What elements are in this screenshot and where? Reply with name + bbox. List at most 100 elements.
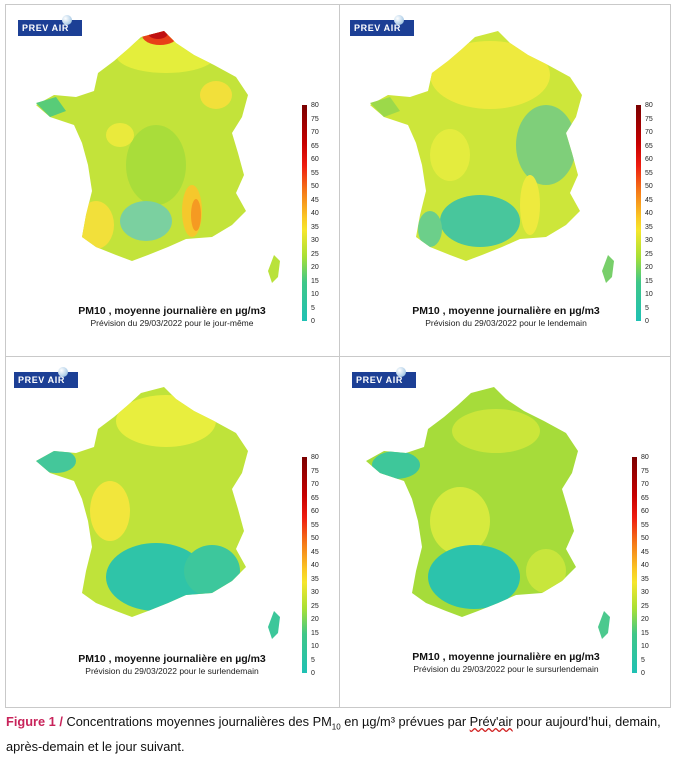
scale-tick-label: 60 <box>645 156 653 163</box>
scale-tick-label: 80 <box>311 454 319 461</box>
scale-tick-label: 5 <box>641 656 645 664</box>
france-map <box>36 31 280 283</box>
scale-tick-label: 15 <box>311 629 319 637</box>
panel-subtitle: Prévision du 29/03/2022 pour le sursurle… <box>413 664 599 674</box>
scale-tick-label: 0 <box>311 670 315 677</box>
scale-tick-label: 25 <box>311 602 319 610</box>
scale-tick-label: 10 <box>641 643 649 650</box>
scale-tick-label: 50 <box>641 535 649 542</box>
scale-tick-label: 45 <box>311 548 319 556</box>
panel-sursurlendemain: PREV AIR 80 75 70 65 60 55 50 45 40 35 30 25 20 15 10 5… <box>340 357 672 707</box>
scale-tick-label: 0 <box>641 670 645 677</box>
scale-tick-label: 20 <box>645 264 653 271</box>
caption-text-before: Concentrations moyennes journalières des… <box>62 714 332 729</box>
scale-tick-label: 75 <box>311 115 319 123</box>
scale-tick-label: 5 <box>311 304 315 312</box>
scale-tick-label: 55 <box>641 521 649 529</box>
panel-subtitle: Prévision du 29/03/2022 pour le lendemai… <box>425 318 587 328</box>
scale-tick-label: 75 <box>311 467 319 475</box>
scale-tick-label: 70 <box>645 129 653 136</box>
scale-tick-label: 55 <box>645 169 653 177</box>
color-scale: 80 75 70 65 60 55 50 45 40 35 30 25 20 15 10 5 0 <box>302 102 332 335</box>
scale-tick-label: 50 <box>311 183 319 190</box>
scale-tick-label: 5 <box>311 656 315 664</box>
scale-tick-label: 30 <box>311 237 319 244</box>
logo-globe-icon <box>396 367 406 377</box>
scale-tick-label: 75 <box>641 467 649 475</box>
scale-tick-label: 65 <box>641 494 649 502</box>
caption-subscript: 10 <box>331 722 341 732</box>
scale-tick-label: 40 <box>311 210 319 217</box>
scale-tick-label: 20 <box>641 616 649 623</box>
scale-tick-label: 55 <box>311 169 319 177</box>
color-scale: 80 75 70 65 60 55 50 45 40 35 30 25 20 15 10 5 0 <box>632 454 662 687</box>
scale-tick-label: 25 <box>311 250 319 258</box>
scale-tick-label: 45 <box>641 548 649 556</box>
scale-tick-label: 80 <box>641 454 649 461</box>
scale-tick-label: 25 <box>641 602 649 610</box>
panel-surlendemain: PREV AIR 80 75 70 65 60 55 50 45 40 35 30 25 20 15 10 5… <box>6 357 338 707</box>
caption-prevair-link: Prév'air <box>469 714 513 729</box>
scale-tick-label: 30 <box>645 237 653 244</box>
scale-tick-label: 35 <box>311 575 319 583</box>
scale-tick-label: 0 <box>311 318 315 325</box>
france-map <box>366 387 610 639</box>
scale-tick-label: 80 <box>645 102 653 109</box>
panel-title: PM10 , moyenne journalière en µg/m3 <box>78 305 266 317</box>
scale-tick-label: 45 <box>645 196 653 204</box>
horizontal-divider <box>6 356 670 357</box>
panel-title: PM10 , moyenne journalière en µg/m3 <box>412 305 600 317</box>
scale-tick-label: 10 <box>311 643 319 650</box>
panel-title: PM10 , moyenne journalière en µg/m3 <box>78 653 266 665</box>
scale-tick-label: 35 <box>641 575 649 583</box>
scale-tick-label: 60 <box>311 156 319 163</box>
scale-tick-label: 60 <box>641 508 649 515</box>
scale-tick-label: 30 <box>641 589 649 596</box>
panel-subtitle: Prévision du 29/03/2022 pour le jour-mêm… <box>90 318 254 328</box>
panel-subtitle: Prévision du 29/03/2022 pour le surlende… <box>85 666 259 676</box>
scale-tick-label: 50 <box>311 535 319 542</box>
scale-tick-label: 65 <box>311 142 319 150</box>
panel-lendemain: PREV AIR 80 75 70 65 60 55 50 45 40 35 30 25 20 15 10 5… <box>340 5 672 355</box>
scale-tick-label: 30 <box>311 589 319 596</box>
caption-text-after: pour aujourd’hui, demain, après-demain e… <box>6 714 661 754</box>
color-bar <box>302 105 307 321</box>
color-scale: 80 75 70 65 60 55 50 45 40 35 30 25 20 15 10 5 0 <box>302 454 332 687</box>
scale-tick-label: 0 <box>645 318 649 325</box>
scale-tick-label: 35 <box>311 223 319 231</box>
panel-title: PM10 , moyenne journalière en µg/m3 <box>412 651 600 663</box>
scale-tick-label: 25 <box>645 250 653 258</box>
caption-text-mid: en µg/m³ prévues par <box>340 714 470 729</box>
color-bar <box>632 457 637 673</box>
scale-tick-label: 40 <box>645 210 653 217</box>
scale-tick-label: 15 <box>311 277 319 285</box>
logo-globe-icon <box>394 15 404 25</box>
scale-tick-label: 55 <box>311 521 319 529</box>
scale-tick-label: 20 <box>311 616 319 623</box>
scale-tick-label: 20 <box>311 264 319 271</box>
scale-tick-label: 15 <box>645 277 653 285</box>
scale-tick-label: 70 <box>311 481 319 488</box>
color-bar <box>636 105 641 321</box>
france-map <box>36 387 280 639</box>
scale-tick-label: 65 <box>311 494 319 502</box>
scale-tick-label: 35 <box>645 223 653 231</box>
scale-tick-label: 75 <box>645 115 653 123</box>
panel-jour-meme: PREV AIR 80 75 70 65 <box>6 5 338 355</box>
logo-globe-icon <box>62 15 72 25</box>
scale-tick-label: 70 <box>641 481 649 488</box>
france-map <box>370 31 614 283</box>
scale-tick-label: 40 <box>311 562 319 569</box>
scale-tick-label: 15 <box>641 629 649 637</box>
figure-caption: Figure 1 / Concentrations moyennes journ… <box>6 712 674 756</box>
color-bar <box>302 457 307 673</box>
figure-grid: PREV AIR 80 75 70 65 <box>5 4 671 708</box>
scale-tick-label: 65 <box>645 142 653 150</box>
scale-tick-label: 60 <box>311 508 319 515</box>
logo-globe-icon <box>58 367 68 377</box>
color-scale: 80 75 70 65 60 55 50 45 40 35 30 25 20 15 10 5 0 <box>636 102 666 335</box>
scale-tick-label: 5 <box>645 304 649 312</box>
scale-tick-label: 10 <box>645 291 653 298</box>
scale-tick-label: 80 <box>311 102 319 109</box>
scale-tick-label: 45 <box>311 196 319 204</box>
